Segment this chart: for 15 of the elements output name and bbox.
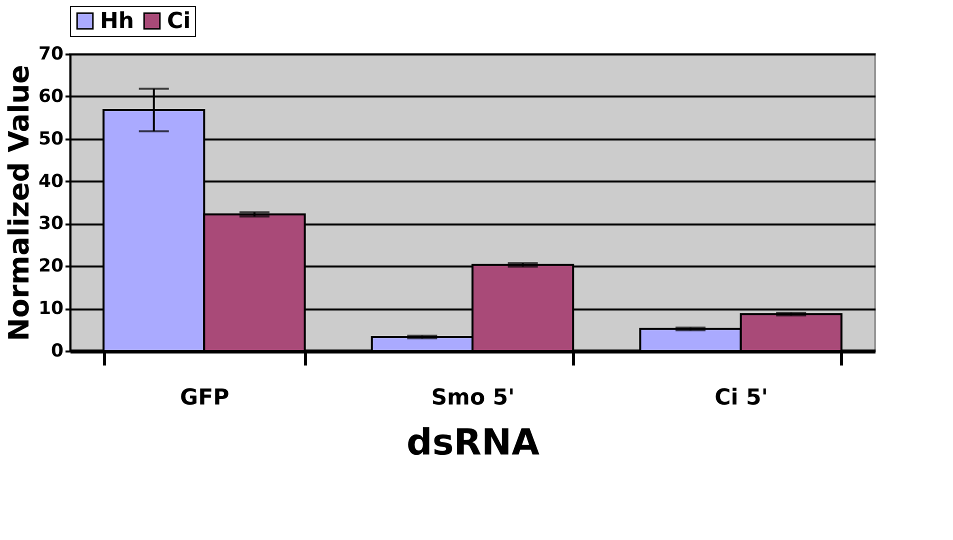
y-axis-title: Normalized Value	[2, 64, 36, 342]
y-tick-label: 10	[38, 298, 64, 320]
legend-label: Ci	[167, 9, 191, 34]
y-tick-label: 50	[38, 128, 64, 150]
x-tick-label: Smo 5'	[431, 386, 515, 410]
y-tick-label: 70	[38, 44, 64, 64]
x-tick-label: GFP	[180, 386, 230, 410]
y-tick-label: 30	[38, 213, 64, 234]
y-tick-label: 60	[38, 86, 64, 107]
y-tick-label: 40	[38, 170, 64, 192]
y-tick-label: 20	[38, 256, 64, 277]
y-tick-label: 0	[50, 340, 64, 362]
legend-label: Hh	[100, 9, 134, 34]
x-tick-label: Ci 5'	[714, 386, 768, 410]
x-axis-title: dsRNA	[406, 422, 540, 464]
